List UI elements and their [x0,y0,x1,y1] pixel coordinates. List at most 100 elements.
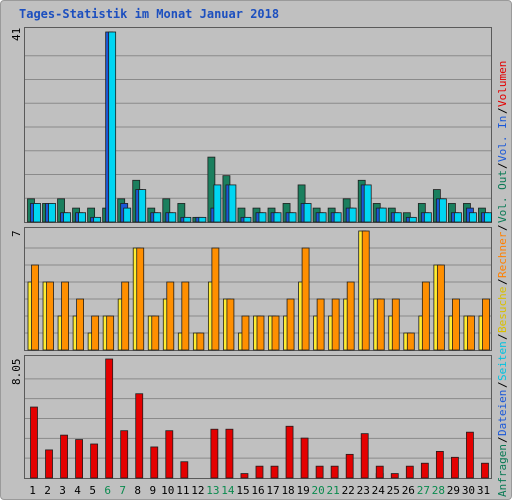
bar-rechner-day-22 [346,281,355,351]
bar-rechner-day-8 [136,247,145,351]
x-tick-label-day-19: 19 [296,484,309,497]
bar-rechner-day-3 [61,281,69,351]
x-tick-label-day-9: 9 [149,484,156,497]
bar-seiten-day-13 [213,184,222,223]
bar-rechner-day-20 [316,298,325,351]
x-tick-label-day-11: 11 [176,484,189,497]
bar-seiten-day-15 [243,216,252,223]
bar-rechner-day-28 [436,264,445,351]
x-tick-label-day-12: 12 [191,484,204,497]
x-tick-label-day-15: 15 [236,484,249,497]
bar-seiten-day-12 [198,216,207,223]
x-tick-label-day-8: 8 [134,484,141,497]
x-tick-label-day-21: 21 [327,484,340,497]
bar-rechner-day-5 [91,315,100,351]
bar-seiten-day-9 [153,212,162,223]
bar-volumen-day-3 [60,434,68,479]
bar-seiten-day-16 [258,212,267,223]
x-tick-label-day-10: 10 [161,484,174,497]
legend-item-4: Seiten [496,341,509,381]
x-tick-label-day-27: 27 [417,484,430,497]
bar-rechner-day-12 [196,332,205,351]
bar-volumen-day-23 [360,433,369,479]
legend-item-0: Anfragen [496,444,509,497]
bar-seiten-day-4 [78,212,86,223]
bar-seiten-day-1 [33,203,41,223]
bar-volumen-day-2 [45,449,53,479]
x-tick-label-day-5: 5 [89,484,96,497]
bar-seiten-day-27 [423,212,432,223]
bar-volumen-day-17 [270,465,279,479]
x-tick-label-day-1: 1 [29,484,36,497]
bar-seiten-day-8 [138,189,147,223]
x-tick-label-day-7: 7 [119,484,126,497]
bar-rechner-day-30 [467,315,475,351]
bar-seiten-day-21 [333,212,342,223]
x-tick-label-day-6: 6 [104,484,111,497]
bar-seiten-day-7 [123,207,132,223]
bar-seiten-day-26 [408,216,417,223]
bar-volumen-day-21 [330,465,339,479]
bar-volumen-day-9 [150,446,159,479]
x-tick-label-day-18: 18 [281,484,294,497]
bar-rechner-day-21 [331,298,340,351]
bar-volumen-day-28 [435,450,444,479]
legend-item-9: / [496,223,509,231]
bar-seiten-day-22 [348,207,357,223]
bar-rechner-day-18 [286,298,295,351]
legend-item-5: / [496,333,509,341]
legend-item-6: Besuche [496,286,509,333]
bar-volumen-day-27 [420,462,429,479]
bar-volumen-day-4 [75,439,83,479]
bar-seiten-day-29 [454,212,462,223]
bar-rechner-day-17 [271,315,280,351]
x-tick-label-day-25: 25 [387,484,400,497]
bar-volumen-day-7 [120,430,129,479]
legend-item-14: Volumen [496,60,509,107]
legend-item-13: / [496,107,509,115]
bar-volumen-day-30 [466,431,474,479]
bar-volumen-day-10 [165,430,174,479]
bar-rechner-day-19 [301,247,310,351]
legend-item-1: / [496,436,509,444]
legend-item-8: Rechner [496,231,509,278]
bar-seiten-day-24 [378,207,387,223]
bar-volumen-day-22 [345,453,354,479]
bar-volumen-day-1 [30,406,38,479]
bar-rechner-day-4 [76,298,84,351]
bar-rechner-day-1 [31,264,39,351]
bar-seiten-day-31 [484,212,492,223]
legend-item-11: / [496,162,509,170]
x-tick-label-day-17: 17 [266,484,279,497]
bar-volumen-day-15 [240,473,249,479]
bar-seiten-day-30 [469,212,477,223]
bar-volumen-day-29 [451,456,459,479]
bar-seiten-day-23 [363,184,372,223]
bar-rechner-day-7 [121,281,130,351]
legend-right: Anfragen / Dateien / Seiten / Besuche / Rechner /… [494,27,510,497]
x-tick-label-day-16: 16 [251,484,264,497]
x-tick-label-day-22: 22 [342,484,355,497]
x-tick-label-day-24: 24 [372,484,386,497]
x-tick-label-day-23: 23 [357,484,370,497]
x-tick-label-day-31: 31 [477,484,490,497]
bar-rechner-day-10 [166,281,175,351]
bar-seiten-day-2 [48,203,56,223]
x-tick-label-day-13: 13 [206,484,219,497]
bar-volumen-day-11 [180,461,189,479]
bar-rechner-day-16 [256,315,265,351]
bar-volumen-day-31 [481,462,489,479]
x-tick-label-day-29: 29 [447,484,460,497]
x-tick-label-day-4: 4 [74,484,81,497]
bar-seiten-day-10 [168,212,177,223]
bar-rechner-day-14 [226,298,235,351]
x-tick-label-day-20: 20 [312,484,325,497]
bar-rechner-day-15 [241,315,250,351]
bar-seiten-day-28 [438,198,447,223]
bar-volumen-day-18 [285,425,294,479]
x-tick-label-day-30: 30 [462,484,475,497]
bar-volumen-day-5 [90,443,99,479]
bar-volumen-day-26 [405,465,414,479]
